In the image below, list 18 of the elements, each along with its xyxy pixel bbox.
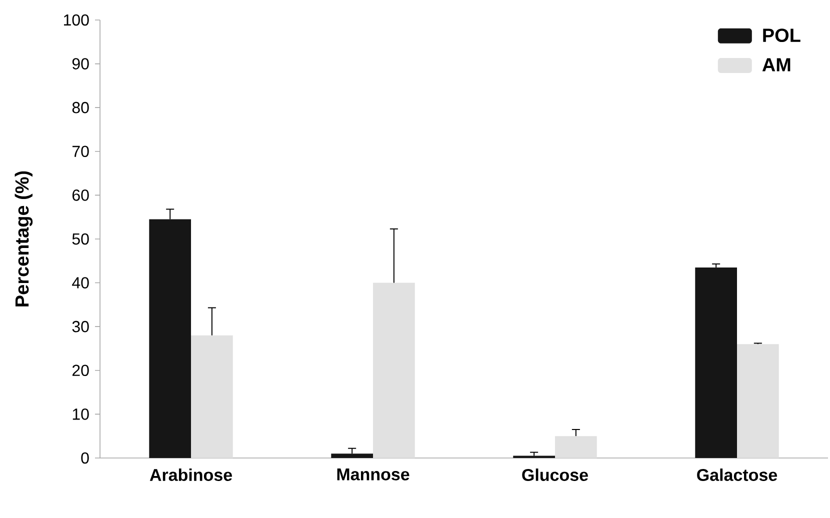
x-tick-label: Glucose [522, 468, 588, 482]
y-tick-label: 10 [72, 408, 89, 420]
legend-label: POL [763, 28, 800, 42]
y-tick-label: 60 [72, 190, 89, 201]
y-tick-label: 90 [72, 58, 89, 70]
y-tick-label: 40 [72, 277, 89, 288]
x-tick-label: Galactose [697, 468, 778, 482]
x-tick-label: Arabinose [150, 468, 232, 482]
y-tick-label: 30 [72, 320, 89, 332]
y-axis-title: Percentage (%) [14, 171, 33, 306]
y-tick-label: 100 [64, 14, 89, 26]
y-tick-label: 0 [81, 452, 89, 464]
y-tick-label: 20 [72, 364, 89, 376]
legend-label: AM [762, 58, 790, 72]
y-tick-label: 50 [72, 233, 89, 245]
y-tick-label: 80 [72, 102, 89, 114]
x-tick-label: Mannose [337, 468, 410, 480]
y-tick-label: 70 [72, 146, 89, 158]
